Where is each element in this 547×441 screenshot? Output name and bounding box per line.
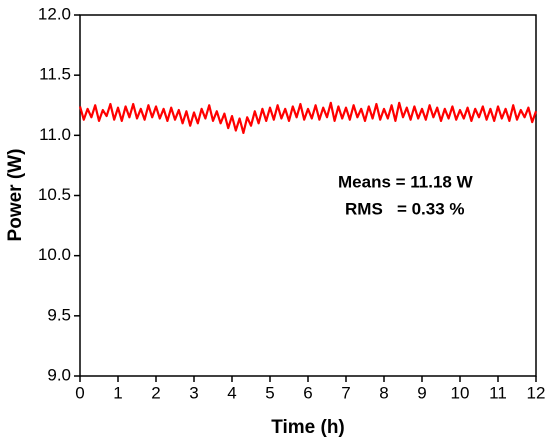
y-tick-label: 9.0 — [47, 365, 71, 384]
y-tick-label: 11.5 — [39, 65, 71, 84]
x-tick-label: 11 — [489, 383, 507, 402]
annotation: Means = 11.18 W — [338, 172, 474, 191]
x-tick-label: 6 — [303, 383, 312, 402]
annotation: RMS = 0.33 % — [345, 199, 465, 218]
y-tick-label: 10.5 — [38, 185, 71, 204]
x-tick-label: 8 — [379, 383, 388, 402]
y-tick-label: 11.0 — [39, 125, 71, 144]
x-tick-label: 12 — [527, 383, 546, 402]
x-tick-label: 2 — [151, 383, 160, 402]
x-tick-label: 1 — [113, 383, 122, 402]
x-axis-title: Time (h) — [271, 417, 345, 438]
x-tick-label: 3 — [189, 383, 198, 402]
x-tick-label: 10 — [451, 383, 470, 402]
data-line — [78, 101, 538, 135]
x-tick-label: 0 — [75, 383, 84, 402]
x-tick-label: 4 — [227, 383, 236, 402]
x-tick-label: 9 — [417, 383, 426, 402]
y-axis-title: Power (W) — [5, 149, 26, 242]
plot-frame — [79, 14, 537, 377]
y-tick-label: 12.0 — [38, 4, 71, 23]
y-tick-label: 9.5 — [47, 305, 71, 324]
x-tick-label: 5 — [265, 383, 274, 402]
x-tick-label: 7 — [341, 383, 350, 402]
y-tick-label: 10.0 — [38, 245, 71, 264]
